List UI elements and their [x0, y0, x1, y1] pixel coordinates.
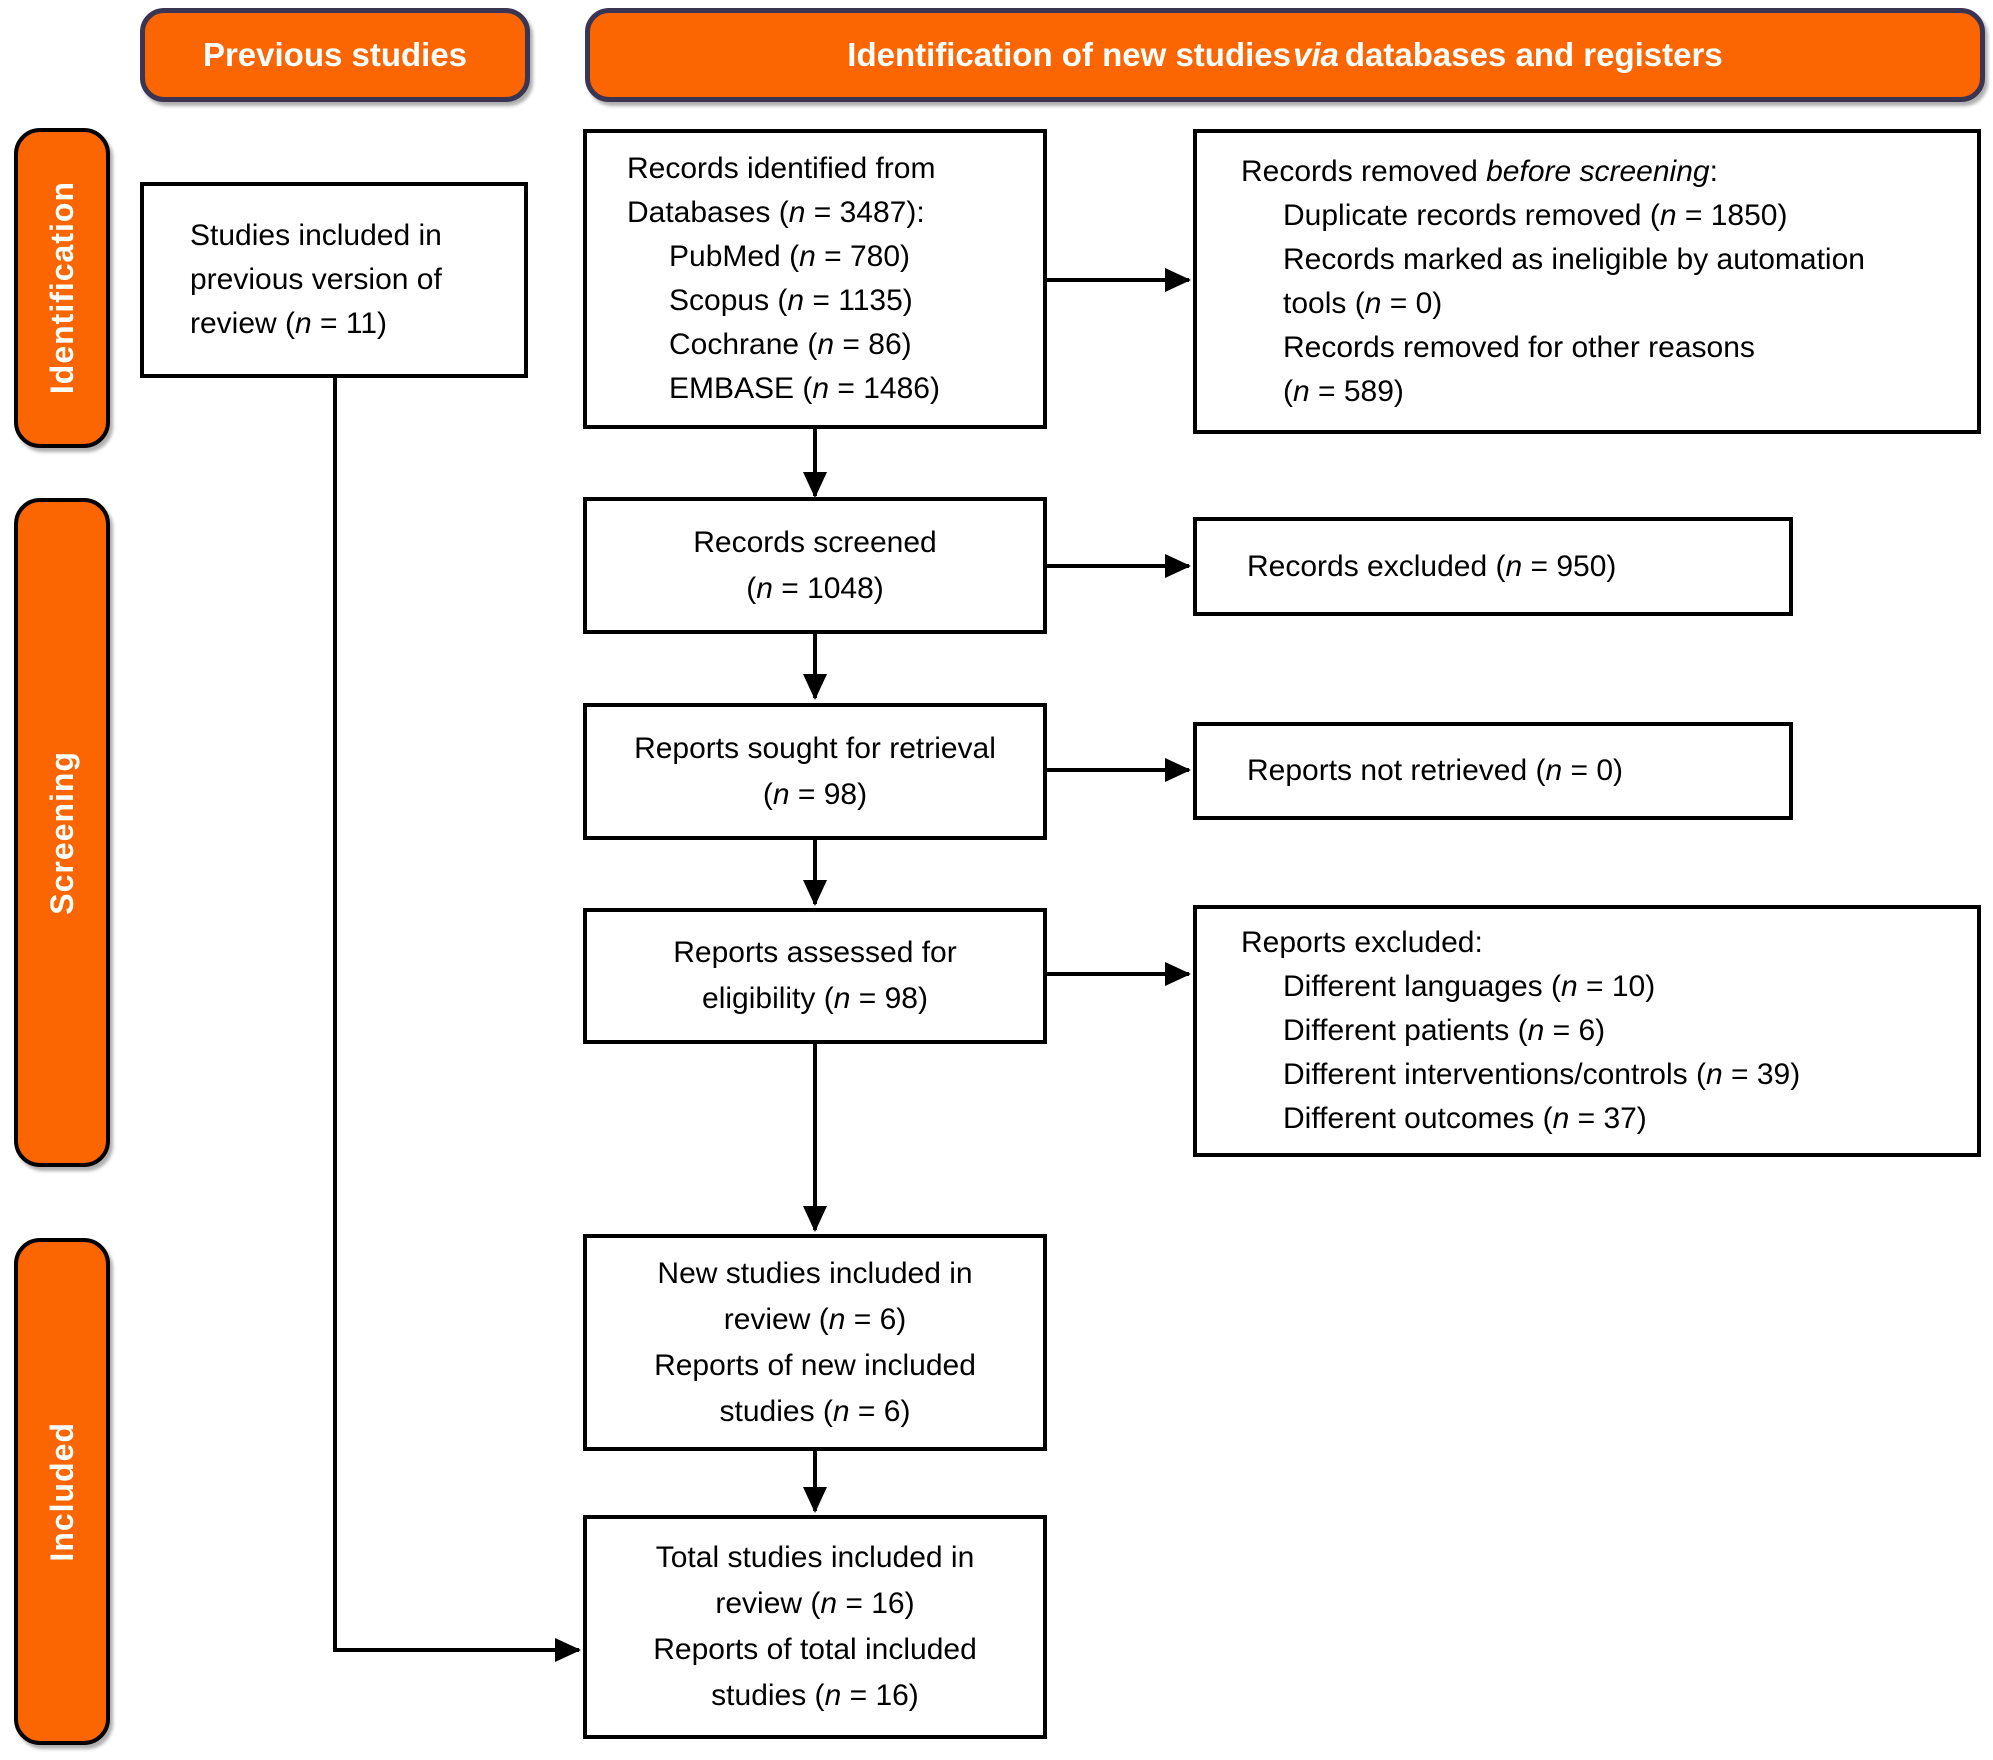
box-text-line: review (n = 6) — [723, 1302, 907, 1336]
rail-screening: Screening — [14, 498, 110, 1167]
box-records-identified: Records identified from Databases (n = 34… — [583, 129, 1047, 429]
box-text-line: (n = 98) — [762, 777, 868, 811]
box-text-line: (n = 589) — [1283, 374, 1404, 408]
box-text-line: tools (n = 0) — [1283, 286, 1443, 320]
box-reports-not-retrieved: Reports not retrieved (n = 0) — [1193, 722, 1793, 820]
box-text-line: Records screened — [693, 525, 937, 559]
rail-included: Included — [14, 1238, 110, 1745]
box-text-line: Different outcomes (n = 37) — [1283, 1102, 1647, 1135]
rail-included-label: Included — [43, 1421, 80, 1562]
rail-screening-label: Screening — [43, 750, 80, 915]
arrow-previous-studies-to-total — [333, 377, 581, 1662]
box-reports-sought: Reports sought for retrieval (n = 98) — [583, 703, 1047, 840]
box-text-line: Reports sought for retrieval — [634, 731, 996, 765]
box-text-line: EMBASE (n = 1486) — [669, 372, 940, 405]
box-new-studies-included: New studies included in review (n = 6) Rep… — [583, 1234, 1047, 1451]
box-text-line: Total studies included in — [655, 1541, 975, 1574]
box-text-line: Reports excluded: — [1241, 926, 1483, 959]
box-total-studies-included: Total studies included in review (n = 16)… — [583, 1515, 1047, 1739]
box-text-line: Different patients (n = 6) — [1283, 1014, 1606, 1047]
box-text-line: Reports of total included — [653, 1633, 977, 1666]
box-text-line: review (n = 11) — [190, 307, 388, 340]
box-text-line: Records identified from — [627, 152, 936, 185]
box-text-line: previous version of — [190, 263, 442, 296]
box-text-line: eligibility (n = 98) — [702, 982, 928, 1015]
box-text-line: Records marked as ineligible by automati… — [1283, 242, 1865, 276]
box-records-removed: Records removed before screening: Duplica… — [1193, 129, 1981, 434]
box-text-line: PubMed (n = 780) — [669, 240, 910, 273]
box-text-line: Reports assessed for — [673, 936, 957, 969]
box-text-line: Databases (n = 3487): — [627, 196, 925, 229]
header-identification-new-studies: Identification of new studies via databa… — [585, 8, 1985, 102]
box-reports-excluded: Reports excluded: Different languages (n … — [1193, 905, 1981, 1157]
box-text-line: Records excluded (n = 950) — [1247, 549, 1617, 583]
box-text-line: Different languages (n = 10) — [1283, 970, 1656, 1003]
box-reports-assessed: Reports assessed for eligibility (n = 98) — [583, 908, 1047, 1044]
box-text-line: Reports of new included — [654, 1348, 976, 1382]
rail-identification: Identification — [14, 128, 110, 448]
box-text-line: (n = 1048) — [746, 571, 884, 605]
rail-identification-label: Identification — [43, 181, 80, 395]
box-text-line: Studies included in — [190, 219, 442, 252]
box-records-screened: Records screened (n = 1048) — [583, 497, 1047, 634]
box-text-line: studies (n = 6) — [719, 1394, 911, 1428]
box-text-line: Duplicate records removed (n = 1850) — [1283, 198, 1788, 232]
box-text-line: Cochrane (n = 86) — [669, 328, 912, 361]
box-previous-studies: Studies included in previous version of re… — [140, 182, 528, 378]
box-text-line: New studies included in — [657, 1256, 973, 1290]
box-text-line: Reports not retrieved (n = 0) — [1247, 754, 1624, 787]
box-text-line: Scopus (n = 1135) — [669, 284, 913, 317]
header-previous-studies: Previous studies — [140, 8, 530, 102]
box-text-line: studies (n = 16) — [711, 1679, 919, 1712]
box-records-excluded: Records excluded (n = 950) — [1193, 517, 1793, 616]
box-text-line: Records removed for other reasons — [1283, 330, 1755, 364]
box-text-line: review (n = 16) — [715, 1587, 915, 1620]
box-text-line: Different interventions/controls (n = 39… — [1283, 1058, 1801, 1091]
box-text-line: Records removed before screening: — [1241, 154, 1718, 188]
